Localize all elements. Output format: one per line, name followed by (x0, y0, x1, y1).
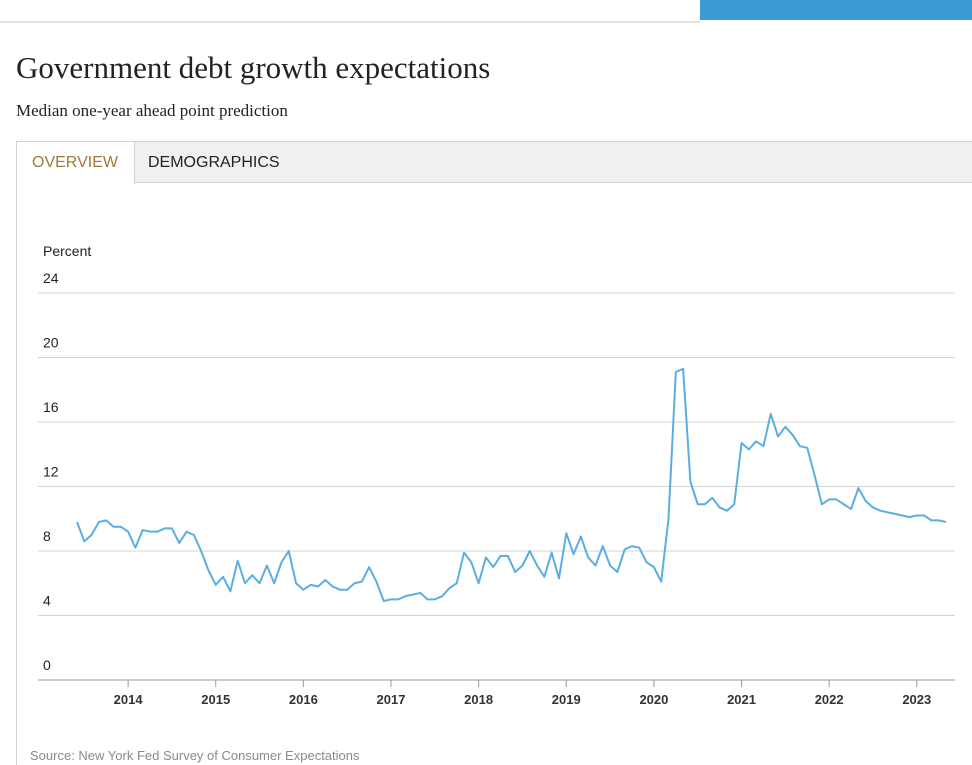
x-tick-label: 2018 (464, 692, 493, 707)
y-tick-label: 4 (43, 593, 51, 609)
x-tick-label: 2021 (727, 692, 756, 707)
x-tick-label: 2023 (902, 692, 931, 707)
tab-active-bg (16, 141, 135, 184)
x-tick-label: 2015 (201, 692, 230, 707)
y-tick-label: 24 (43, 270, 59, 286)
x-tick-label: 2022 (815, 692, 844, 707)
y-tick-label: 8 (43, 528, 51, 544)
y-tick-label: 16 (43, 399, 59, 415)
x-tick-label: 2019 (552, 692, 581, 707)
y-tick-label: 20 (43, 335, 59, 351)
tab-join (17, 180, 134, 185)
y-tick-label: 0 (43, 657, 51, 673)
chart-title: Government debt growth expectations (16, 50, 490, 85)
y-axis-label: Percent (43, 243, 91, 259)
chart-subtitle: Median one-year ahead point prediction (16, 101, 288, 120)
data-line (76, 367, 947, 602)
x-tick-label: 2017 (377, 692, 406, 707)
tab[interactable]: OVERVIEW (32, 154, 119, 171)
download-button[interactable] (700, 0, 972, 20)
source: Source: New York Fed Survey of Consumer … (30, 748, 360, 763)
tab-bar (16, 141, 972, 183)
x-tick-label: 2014 (114, 692, 144, 707)
x-tick-label: 2020 (639, 692, 668, 707)
y-tick-label: 12 (43, 464, 59, 480)
tab[interactable]: DEMOGRAPHICS (148, 154, 280, 171)
x-tick-label: 2016 (289, 692, 318, 707)
